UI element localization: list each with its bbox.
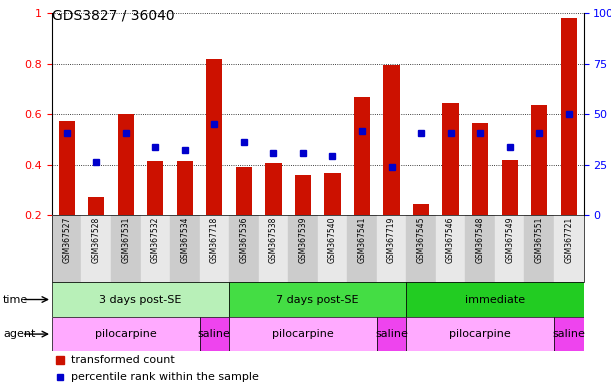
- Bar: [466, 215, 495, 282]
- Bar: [258, 215, 288, 282]
- Bar: [118, 114, 134, 215]
- Bar: [524, 215, 554, 282]
- Text: saline: saline: [375, 329, 408, 339]
- Bar: [265, 163, 282, 215]
- Text: GSM367532: GSM367532: [151, 217, 160, 263]
- Bar: [295, 175, 311, 215]
- Bar: [52, 317, 200, 351]
- Bar: [88, 197, 104, 215]
- Bar: [52, 215, 81, 282]
- Bar: [554, 317, 584, 351]
- Bar: [236, 167, 252, 215]
- Bar: [413, 204, 429, 215]
- Text: pilocarpine: pilocarpine: [95, 329, 156, 339]
- Text: transformed count: transformed count: [70, 356, 174, 366]
- Text: GSM367536: GSM367536: [240, 217, 249, 263]
- Text: pilocarpine: pilocarpine: [449, 329, 511, 339]
- Text: GSM367549: GSM367549: [505, 217, 514, 263]
- Text: GSM367538: GSM367538: [269, 217, 278, 263]
- Text: GSM367718: GSM367718: [210, 217, 219, 263]
- Bar: [406, 282, 584, 317]
- Text: GDS3827 / 36040: GDS3827 / 36040: [52, 8, 175, 22]
- Text: GSM367527: GSM367527: [62, 217, 71, 263]
- Bar: [229, 317, 377, 351]
- Bar: [141, 215, 170, 282]
- Bar: [347, 215, 377, 282]
- Bar: [384, 65, 400, 215]
- Bar: [436, 215, 466, 282]
- Text: GSM367546: GSM367546: [446, 217, 455, 263]
- Text: pilocarpine: pilocarpine: [272, 329, 334, 339]
- Text: GSM367534: GSM367534: [180, 217, 189, 263]
- Bar: [170, 215, 200, 282]
- Bar: [111, 215, 141, 282]
- Bar: [406, 215, 436, 282]
- Bar: [561, 18, 577, 215]
- Text: percentile rank within the sample: percentile rank within the sample: [70, 372, 258, 382]
- Bar: [377, 215, 406, 282]
- Bar: [472, 123, 488, 215]
- Bar: [59, 121, 75, 215]
- Bar: [207, 59, 222, 215]
- Text: immediate: immediate: [465, 295, 525, 305]
- Text: GSM367548: GSM367548: [475, 217, 485, 263]
- Text: 3 days post-SE: 3 days post-SE: [100, 295, 181, 305]
- Bar: [229, 215, 258, 282]
- Bar: [52, 282, 229, 317]
- Text: 7 days post-SE: 7 days post-SE: [276, 295, 359, 305]
- Text: GSM367545: GSM367545: [417, 217, 426, 263]
- Bar: [406, 317, 554, 351]
- Bar: [502, 160, 518, 215]
- Bar: [495, 215, 524, 282]
- Bar: [531, 106, 547, 215]
- Text: GSM367721: GSM367721: [564, 217, 573, 263]
- Text: agent: agent: [3, 329, 35, 339]
- Bar: [229, 282, 406, 317]
- Text: GSM367540: GSM367540: [328, 217, 337, 263]
- Bar: [324, 174, 340, 215]
- Text: GSM367541: GSM367541: [357, 217, 367, 263]
- Text: GSM367531: GSM367531: [121, 217, 130, 263]
- Bar: [200, 215, 229, 282]
- Bar: [288, 215, 318, 282]
- Text: GSM367719: GSM367719: [387, 217, 396, 263]
- Text: GSM367539: GSM367539: [298, 217, 307, 263]
- Bar: [354, 97, 370, 215]
- Bar: [318, 215, 347, 282]
- Bar: [554, 215, 584, 282]
- Text: saline: saline: [552, 329, 585, 339]
- Text: GSM367528: GSM367528: [92, 217, 101, 263]
- Bar: [377, 317, 406, 351]
- Bar: [200, 317, 229, 351]
- Bar: [147, 161, 163, 215]
- Text: saline: saline: [198, 329, 231, 339]
- Bar: [177, 161, 193, 215]
- Text: time: time: [3, 295, 28, 305]
- Text: GSM367551: GSM367551: [535, 217, 544, 263]
- Bar: [81, 215, 111, 282]
- Bar: [442, 103, 459, 215]
